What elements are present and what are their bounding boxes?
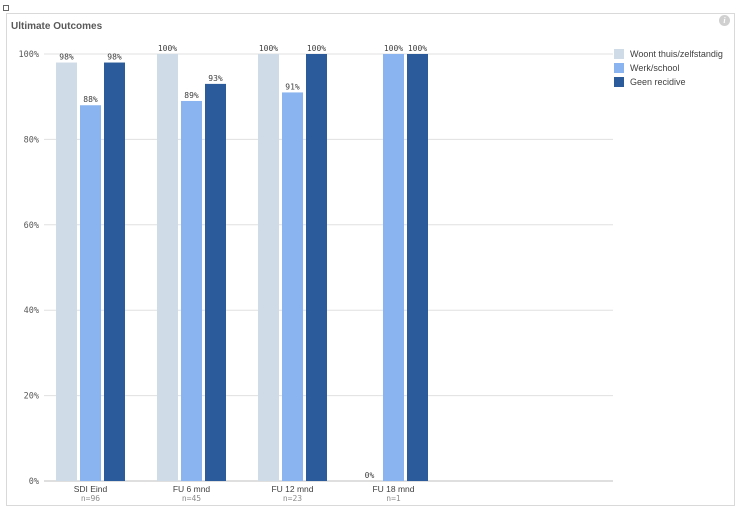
data-label: 0% (365, 471, 375, 480)
data-label: 89% (184, 91, 199, 100)
chart-title: Ultimate Outcomes (11, 21, 103, 32)
data-label: 100% (408, 44, 427, 53)
legend-swatch (614, 49, 624, 59)
legend-item[interactable]: Woont thuis/zelfstandig (614, 48, 723, 62)
bar (80, 105, 101, 482)
y-tick-label: 60% (24, 221, 39, 231)
bar (157, 54, 178, 481)
y-tick-label: 0% (29, 477, 39, 487)
x-tick-label: FU 18 mnd (372, 484, 414, 494)
bar (258, 54, 279, 481)
x-tick-sublabel: n=45 (182, 494, 201, 503)
x-tick-sublabel: n=96 (81, 494, 100, 503)
y-tick-label: 80% (24, 135, 39, 145)
data-label: 98% (107, 53, 122, 62)
data-label: 100% (158, 44, 177, 53)
legend-item[interactable]: Werk/school (614, 62, 723, 76)
legend-label: Geen recidive (630, 77, 686, 87)
data-label: 100% (384, 44, 403, 53)
bar (407, 54, 428, 481)
legend-swatch (614, 77, 624, 87)
bar (306, 54, 327, 481)
data-label: 91% (285, 82, 300, 91)
y-tick-label: 100% (19, 50, 39, 60)
data-label: 100% (307, 44, 326, 53)
legend-swatch (614, 63, 624, 73)
bar (282, 92, 303, 482)
bar (104, 62, 125, 481)
x-tick-label: FU 6 mnd (173, 484, 211, 494)
bar (181, 100, 202, 481)
legend-label: Woont thuis/zelfstandig (630, 49, 723, 59)
data-label: 98% (59, 53, 74, 62)
chart-panel (6, 13, 735, 506)
selection-checkbox[interactable] (3, 5, 9, 11)
data-label: 100% (259, 44, 278, 53)
data-label: 88% (83, 95, 98, 104)
data-label: 93% (208, 74, 223, 83)
legend-item[interactable]: Geen recidive (614, 76, 723, 90)
legend-label: Werk/school (630, 63, 680, 73)
x-tick-sublabel: n=1 (386, 494, 401, 503)
bar (56, 62, 77, 481)
x-tick-sublabel: n=23 (283, 494, 302, 503)
bar (205, 83, 226, 481)
info-icon[interactable]: i (719, 15, 730, 26)
bar (383, 54, 404, 481)
x-tick-label: SDI Eind (74, 484, 108, 494)
chart-legend: Woont thuis/zelfstandig Werk/school Geen r… (614, 48, 723, 90)
y-tick-label: 40% (24, 306, 39, 316)
x-tick-label: FU 12 mnd (271, 484, 313, 494)
y-tick-label: 20% (24, 392, 39, 402)
